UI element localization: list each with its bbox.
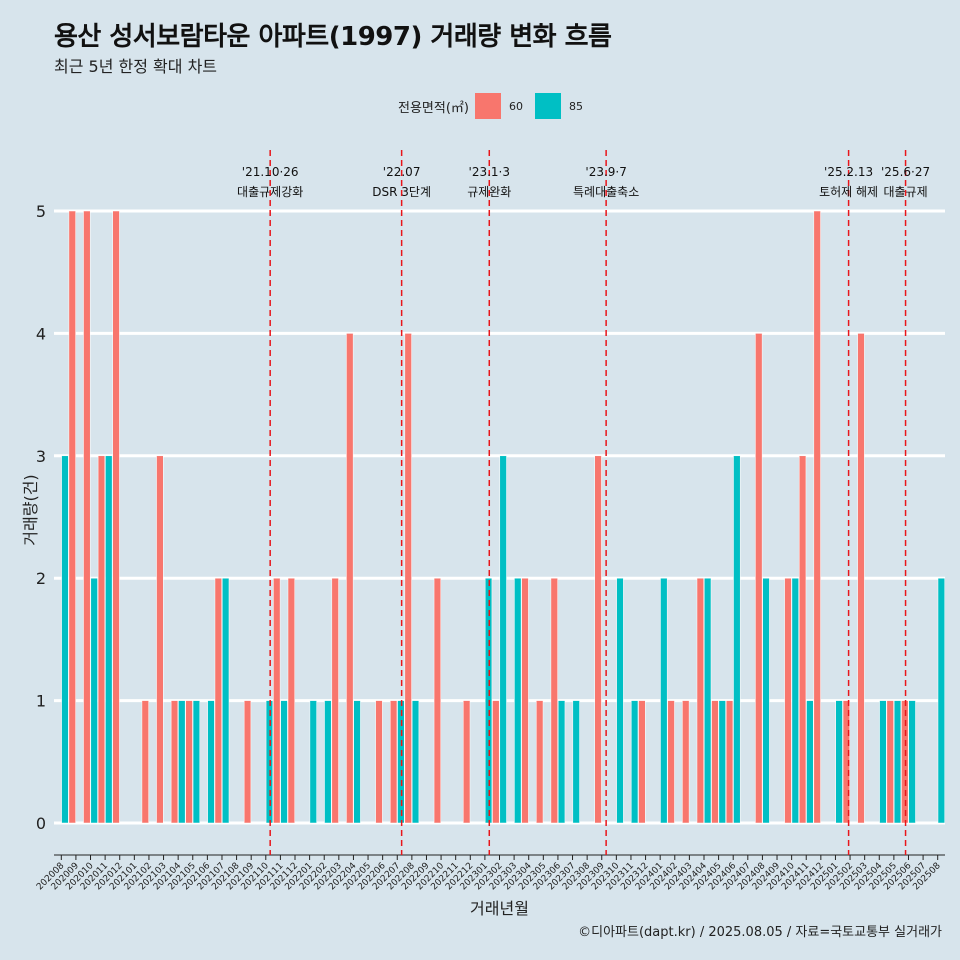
bar xyxy=(433,577,442,824)
bar xyxy=(791,577,799,824)
event-date: '22.07 xyxy=(383,165,421,179)
bar xyxy=(784,577,792,824)
bar xyxy=(287,577,295,824)
y-tick-label: 0 xyxy=(36,814,46,833)
bar xyxy=(61,455,69,824)
bar xyxy=(616,577,624,824)
bar xyxy=(353,700,361,824)
bar xyxy=(667,700,675,824)
bar xyxy=(185,700,193,824)
bar xyxy=(813,210,821,824)
event-label: 대출규제 xyxy=(883,185,927,199)
event-date: '23.1·3 xyxy=(469,165,510,179)
bar xyxy=(572,700,580,824)
bar xyxy=(207,700,215,824)
y-tick-label: 1 xyxy=(36,692,46,711)
bar xyxy=(937,577,945,824)
bar xyxy=(798,455,807,824)
bar xyxy=(550,577,558,824)
x-axis-title: 거래년월 xyxy=(470,899,529,918)
legend-label-85: 85 xyxy=(568,99,583,113)
bar xyxy=(557,700,566,824)
bar xyxy=(806,700,814,824)
bar xyxy=(638,700,646,824)
legend: 전용면적(㎡) 60 85 xyxy=(398,93,589,119)
bar xyxy=(243,700,252,824)
bar xyxy=(682,700,690,824)
bar xyxy=(908,700,916,824)
event-date: '25.2.13 xyxy=(824,165,873,179)
event-date: '21.10·26 xyxy=(242,165,299,179)
bar xyxy=(886,700,894,824)
bar xyxy=(879,700,887,824)
chart-subtitle: 최근 5년 한정 확대 차트 xyxy=(54,57,218,76)
event-label: 대출규제강화 xyxy=(237,185,303,199)
legend-title: 전용면적(㎡) xyxy=(398,100,469,116)
bar xyxy=(499,455,507,824)
event-label: 규제완화 xyxy=(467,185,511,199)
y-tick-label: 3 xyxy=(36,447,46,466)
bar xyxy=(696,577,704,824)
bar xyxy=(222,577,230,824)
y-tick-label: 2 xyxy=(36,569,46,588)
bar xyxy=(755,333,763,824)
bar xyxy=(214,577,222,824)
bar xyxy=(156,455,164,824)
bar xyxy=(463,700,471,824)
bar xyxy=(711,700,719,824)
bar xyxy=(97,455,106,824)
bar xyxy=(762,577,770,824)
bar xyxy=(112,210,120,824)
bar xyxy=(893,700,902,824)
bar xyxy=(514,577,522,824)
bar xyxy=(83,210,91,824)
event-date: '23.9·7 xyxy=(585,165,626,179)
y-tick-label: 4 xyxy=(36,324,46,343)
bar xyxy=(390,700,398,824)
bar xyxy=(521,577,529,824)
bar xyxy=(594,455,602,824)
event-label: DSR 3단계 xyxy=(372,185,431,199)
bar xyxy=(631,700,639,824)
event-label: 토허제 해제 xyxy=(819,185,878,199)
bar xyxy=(346,333,354,824)
legend-label-60: 60 xyxy=(508,99,523,113)
bar xyxy=(704,577,712,824)
bar xyxy=(725,700,734,824)
event-label: 특례대출축소 xyxy=(573,185,639,199)
bar xyxy=(105,455,113,824)
bar xyxy=(660,577,668,824)
bar xyxy=(68,210,76,824)
bar xyxy=(280,700,288,824)
bar xyxy=(404,333,412,824)
bar xyxy=(309,700,317,824)
bar xyxy=(718,700,726,824)
bar xyxy=(536,700,544,824)
bar xyxy=(857,333,865,824)
caption: ©디아파트(dapt.kr) / 2025.08.05 / 자료=국토교통부 실… xyxy=(578,925,942,940)
y-axis-title: 거래량(건) xyxy=(21,474,40,545)
legend-key-85 xyxy=(534,93,561,119)
bar xyxy=(141,700,149,824)
bar xyxy=(178,700,186,824)
bar xyxy=(170,700,179,824)
bar xyxy=(375,700,383,824)
event-date: '25.6·27 xyxy=(881,165,930,179)
legend-key-60 xyxy=(474,93,501,119)
bar xyxy=(273,577,281,824)
chart-title: 용산 성서보람타운 아파트(1997) 거래량 변화 흐름 xyxy=(54,22,612,52)
bar xyxy=(835,700,843,824)
bar xyxy=(411,700,420,824)
bar xyxy=(733,455,741,824)
bar xyxy=(331,577,339,824)
bar xyxy=(192,700,201,824)
y-tick-label: 5 xyxy=(36,202,46,221)
bar xyxy=(90,577,98,824)
bar xyxy=(492,700,500,824)
bar xyxy=(324,700,332,824)
bar xyxy=(842,700,851,824)
